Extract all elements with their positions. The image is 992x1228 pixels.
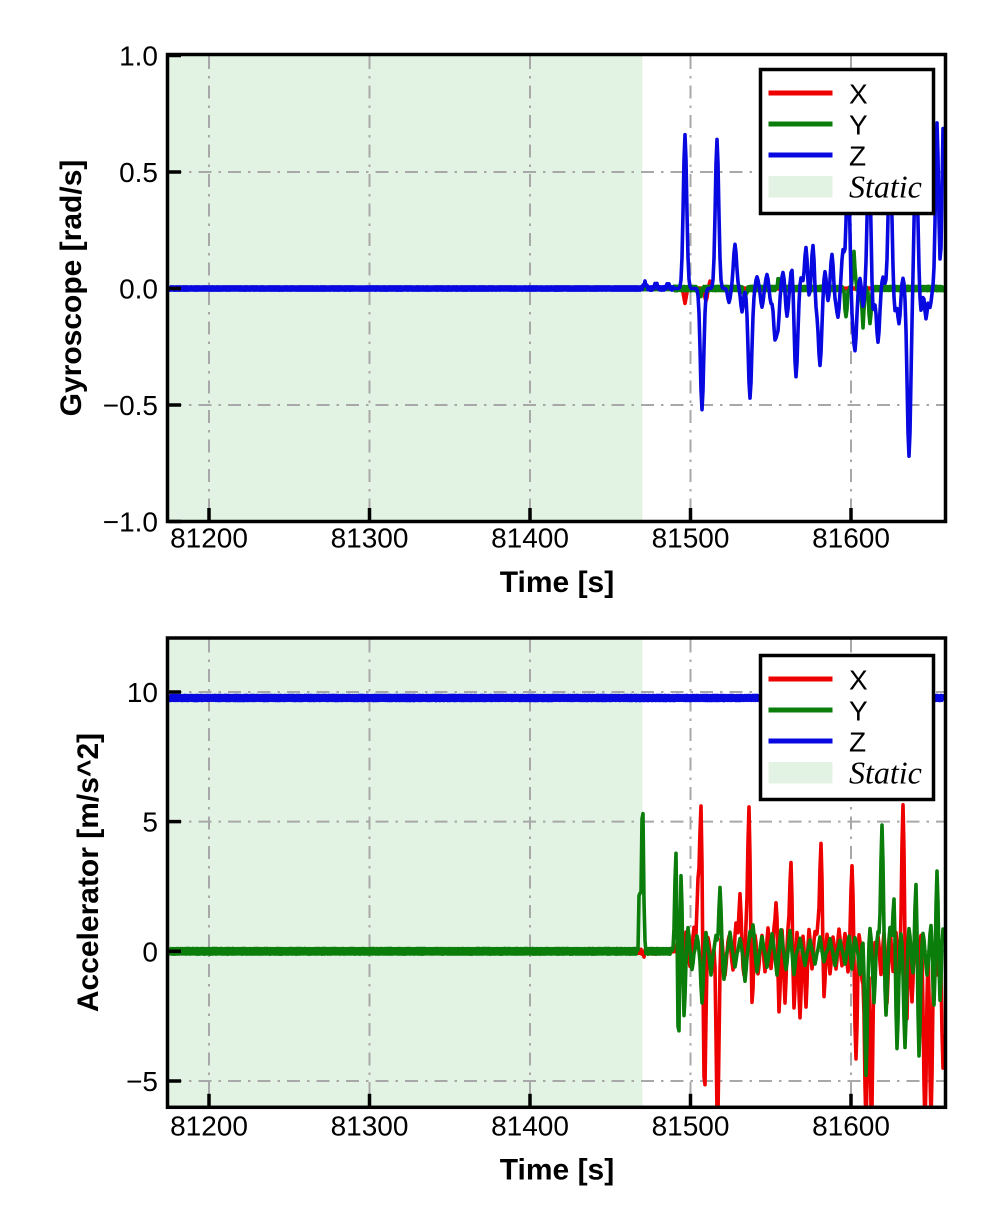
svg-text:81300: 81300	[331, 1111, 409, 1142]
svg-text:81600: 81600	[812, 1111, 890, 1142]
svg-text:81500: 81500	[652, 1111, 730, 1142]
svg-text:0.5: 0.5	[119, 157, 158, 188]
svg-text:Static: Static	[849, 169, 922, 205]
svg-text:X: X	[849, 665, 868, 696]
svg-text:81400: 81400	[491, 523, 569, 554]
svg-text:Time [s]: Time [s]	[500, 1154, 614, 1187]
svg-text:Accelerator [m/s^2]: Accelerator [m/s^2]	[72, 733, 105, 1012]
svg-text:Y: Y	[849, 110, 868, 141]
svg-text:0.0: 0.0	[119, 274, 158, 305]
svg-text:Z: Z	[849, 727, 866, 758]
svg-text:Static: Static	[849, 755, 922, 791]
svg-text:10: 10	[127, 677, 158, 708]
svg-text:5: 5	[142, 807, 158, 838]
svg-text:1.0: 1.0	[119, 41, 158, 72]
svg-text:Y: Y	[849, 696, 868, 727]
svg-text:Z: Z	[849, 141, 866, 172]
svg-text:−0.5: −0.5	[103, 390, 158, 421]
svg-text:−5: −5	[126, 1066, 158, 1097]
svg-text:81200: 81200	[170, 1111, 248, 1142]
svg-text:−1.0: −1.0	[103, 507, 158, 538]
svg-text:0: 0	[142, 936, 158, 967]
svg-text:81300: 81300	[331, 523, 409, 554]
svg-text:Gyroscope [rad/s]: Gyroscope [rad/s]	[55, 160, 88, 417]
svg-text:X: X	[849, 79, 868, 110]
svg-text:81500: 81500	[652, 523, 730, 554]
svg-text:81600: 81600	[812, 523, 890, 554]
svg-text:81400: 81400	[491, 1111, 569, 1142]
svg-text:Time [s]: Time [s]	[500, 566, 614, 599]
svg-text:81200: 81200	[170, 523, 248, 554]
